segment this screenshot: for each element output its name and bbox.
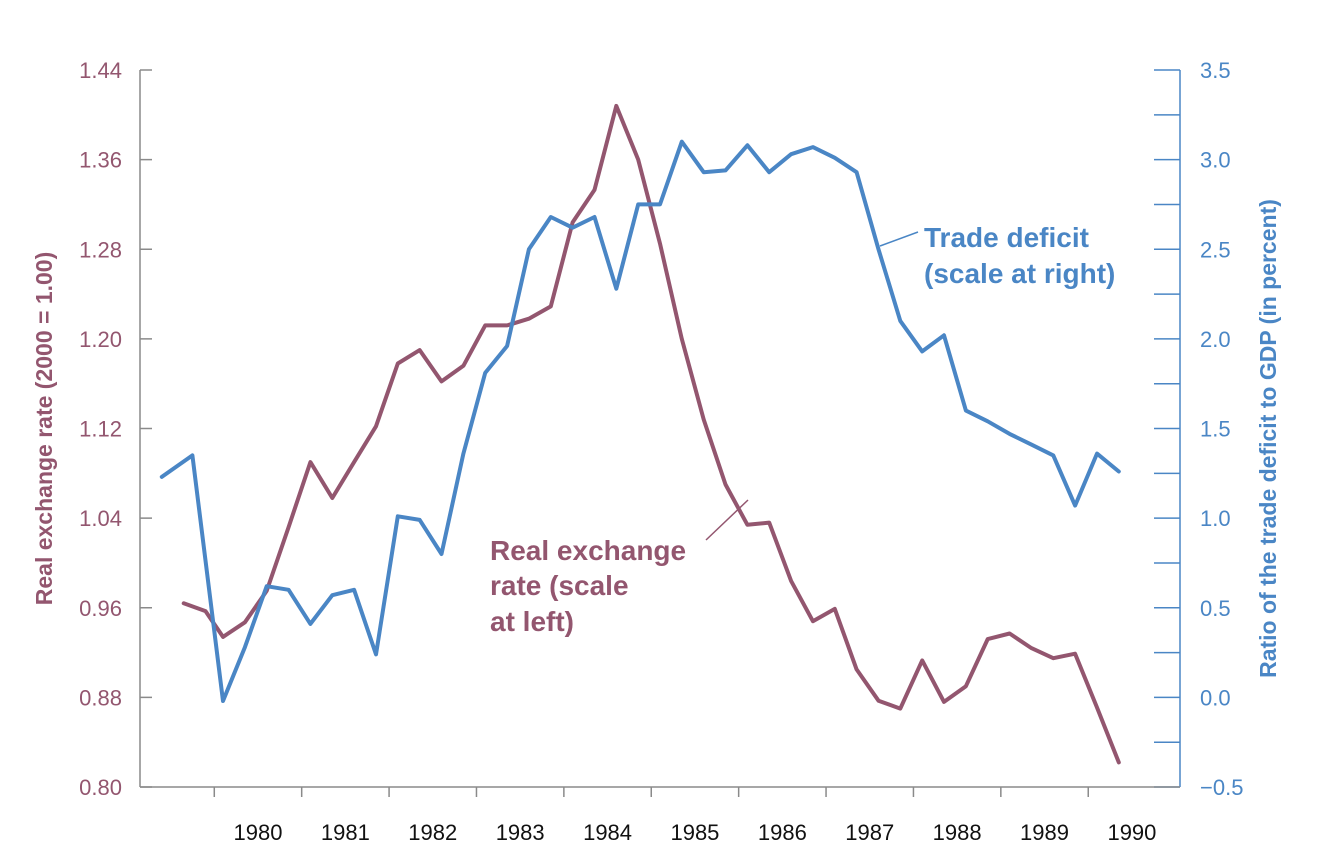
right-axis-title: Ratio of the trade deficit to GDP (in pe… bbox=[1255, 199, 1281, 678]
left-tick-label: 1.12 bbox=[79, 417, 122, 442]
left-tick-label: 1.36 bbox=[79, 148, 122, 173]
exchange-annotation-text: at left) bbox=[490, 606, 574, 637]
x-tick-label: 1988 bbox=[933, 820, 982, 845]
right-tick-label: 0.5 bbox=[1200, 596, 1231, 621]
trade-annotation-leader bbox=[879, 231, 919, 247]
right-tick-label: 2.5 bbox=[1200, 237, 1231, 262]
x-tick-label: 1982 bbox=[408, 820, 457, 845]
x-tick-label: 1980 bbox=[234, 820, 283, 845]
exchange-rate-line bbox=[181, 103, 1121, 765]
right-tick-label: 1.0 bbox=[1200, 506, 1231, 531]
left-tick-label: 1.28 bbox=[79, 237, 122, 262]
x-tick-label: 1983 bbox=[496, 820, 545, 845]
x-tick-label: 1985 bbox=[670, 820, 719, 845]
x-tick-label: 1986 bbox=[758, 820, 807, 845]
exchange-annotation-text: Real exchange bbox=[490, 535, 686, 566]
x-tick-label: 1984 bbox=[583, 820, 632, 845]
exchange-annotation-leader bbox=[705, 499, 749, 541]
exchange-annotation-text: rate (scale bbox=[490, 570, 629, 601]
x-tick-label: 1989 bbox=[1020, 820, 1069, 845]
x-tick-label: 1981 bbox=[321, 820, 370, 845]
right-tick-label: 0.0 bbox=[1200, 685, 1231, 710]
left-tick-label: 0.96 bbox=[79, 596, 122, 621]
left-tick-label: 0.88 bbox=[79, 685, 122, 710]
trade-annotation-text: (scale at right) bbox=[924, 258, 1115, 289]
trade-annotation-text: Trade deficit bbox=[924, 222, 1089, 253]
left-tick-label: 1.04 bbox=[79, 506, 122, 531]
right-tick-label: 2.0 bbox=[1200, 327, 1231, 352]
right-tick-label: 1.5 bbox=[1200, 417, 1231, 442]
left-tick-label: 1.20 bbox=[79, 327, 122, 352]
right-tick-label: −0.5 bbox=[1200, 775, 1243, 800]
x-tick-label: 1990 bbox=[1107, 820, 1156, 845]
annotations: Real exchange rate (scale at left) Trade de… bbox=[490, 222, 1115, 637]
series-lines bbox=[159, 103, 1121, 765]
left-tick-label: 1.44 bbox=[79, 58, 122, 83]
x-tick-label: 1987 bbox=[845, 820, 894, 845]
left-axis-title: Real exchange rate (2000 = 1.00) bbox=[31, 252, 57, 606]
trade-deficit-line bbox=[159, 139, 1121, 703]
right-tick-label: 3.0 bbox=[1200, 148, 1231, 173]
left-tick-label: 0.80 bbox=[79, 775, 122, 800]
axes: 1.44 1.36 1.28 1.20 1.12 1.04 0.96 0.88 0.80 3.5 3… bbox=[31, 58, 1281, 845]
right-tick-label: 3.5 bbox=[1200, 58, 1231, 83]
